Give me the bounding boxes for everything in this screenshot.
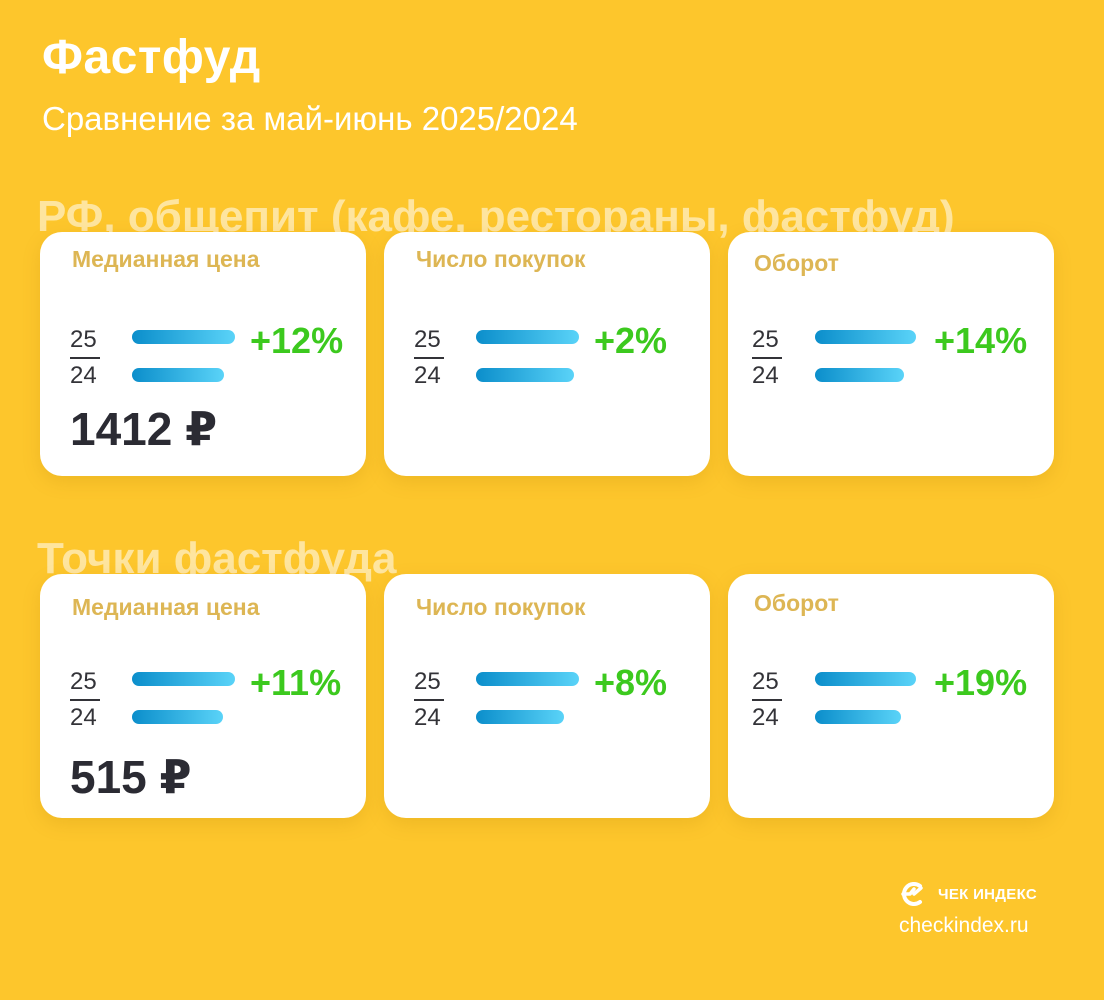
card-label: Медианная цена [72,246,260,272]
year-2025-label: 25 [414,668,441,695]
bar-2024 [132,368,224,382]
card-median-price-general: Медианная цена 25 24 +12% 1412 ₽ [40,232,366,476]
median-price-value: 1412 ₽ [70,403,218,455]
card-label: Число покупок [416,246,586,272]
year-divider [414,357,444,359]
card-turnover-fastfood: Оборот 25 24 +19% [728,574,1054,818]
bar-2024 [476,710,564,724]
year-2024-label: 24 [70,704,97,731]
card-turnover-general: Оборот 25 24 +14% [728,232,1054,476]
change-percent: +11% [250,662,342,703]
year-divider [752,699,782,701]
bar-2024 [476,368,574,382]
card-purchases-general: Число покупок 25 24 +2% [384,232,710,476]
checkindex-logo-icon [901,882,923,906]
year-divider [70,699,100,701]
page-subtitle: Сравнение за май-июнь 2025/2024 [42,100,578,137]
change-percent: +19% [934,662,1028,703]
card-label: Оборот [754,590,839,616]
year-2024-label: 24 [70,362,97,389]
card-label: Медианная цена [72,594,260,620]
year-2025-label: 25 [414,326,441,353]
bar-2024 [815,710,901,724]
bar-2025 [132,330,235,344]
year-2025-label: 25 [752,326,779,353]
bar-2025 [476,672,579,686]
change-percent: +8% [594,662,668,703]
change-percent: +14% [934,320,1028,361]
year-2025-label: 25 [70,668,97,695]
year-2024-label: 24 [752,704,779,731]
bar-2025 [476,330,579,344]
bar-2025 [132,672,235,686]
median-price-value: 515 ₽ [70,751,192,803]
bar-2025 [815,672,916,686]
card-label: Число покупок [416,594,586,620]
card-label: Оборот [754,250,839,276]
year-2024-label: 24 [414,704,441,731]
change-percent: +2% [594,320,668,361]
year-2025-label: 25 [70,326,97,353]
year-2024-label: 24 [414,362,441,389]
site-link[interactable]: checkindex.ru [899,914,1029,937]
bar-2025 [815,330,916,344]
year-2025-label: 25 [752,668,779,695]
year-divider [414,699,444,701]
change-percent: +12% [250,320,344,361]
bar-2024 [132,710,223,724]
card-median-price-fastfood: Медианная цена 25 24 +11% 515 ₽ [40,574,366,818]
logo-text: ЧЕК ИНДЕКС [938,885,1037,903]
year-2024-label: 24 [752,362,779,389]
page-title: Фастфуд [42,31,261,84]
year-divider [70,357,100,359]
bar-2024 [815,368,904,382]
year-divider [752,357,782,359]
card-purchases-fastfood: Число покупок 25 24 +8% [384,574,710,818]
checkindex-logo: ЧЕК ИНДЕКС [898,880,1037,908]
